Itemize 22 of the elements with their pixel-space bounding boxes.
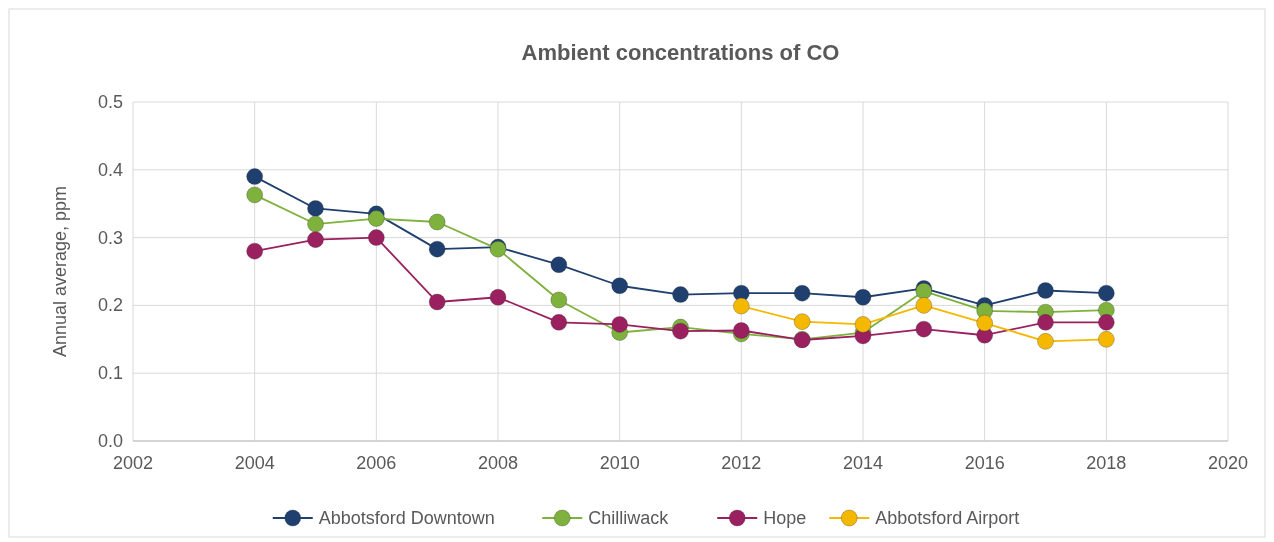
y-tick-label: 0.1 xyxy=(97,363,123,384)
y-tick-label: 0.0 xyxy=(97,431,123,451)
x-tick-label: 2008 xyxy=(477,453,519,473)
x-tick-label: 2004 xyxy=(234,453,275,473)
legend-label: Chilliwack xyxy=(588,508,670,528)
y-tick-label: 0.2 xyxy=(97,295,123,316)
legend-label: Abbotsford Airport xyxy=(875,508,1020,528)
x-tick-label: 2010 xyxy=(599,453,640,473)
legend-label: Hope xyxy=(763,508,807,528)
chart-title: Ambient concentrations of CO xyxy=(521,40,840,65)
y-tick-label: 0.3 xyxy=(97,227,123,248)
x-tick-label: 2006 xyxy=(356,453,397,473)
y-axis-title: Annual average, ppm xyxy=(50,185,70,358)
x-tick-label: 2014 xyxy=(842,453,884,473)
x-tick-label: 2012 xyxy=(721,453,762,473)
x-tick-label: 2002 xyxy=(112,453,154,473)
x-tick-label: 2016 xyxy=(964,453,1005,473)
legend-label: Abbotsford Downtown xyxy=(318,508,495,528)
y-tick-label: 0.5 xyxy=(97,92,123,112)
y-tick-label: 0.4 xyxy=(97,159,123,180)
x-tick-label: 2018 xyxy=(1086,453,1127,473)
x-tick-label: 2020 xyxy=(1207,453,1249,473)
